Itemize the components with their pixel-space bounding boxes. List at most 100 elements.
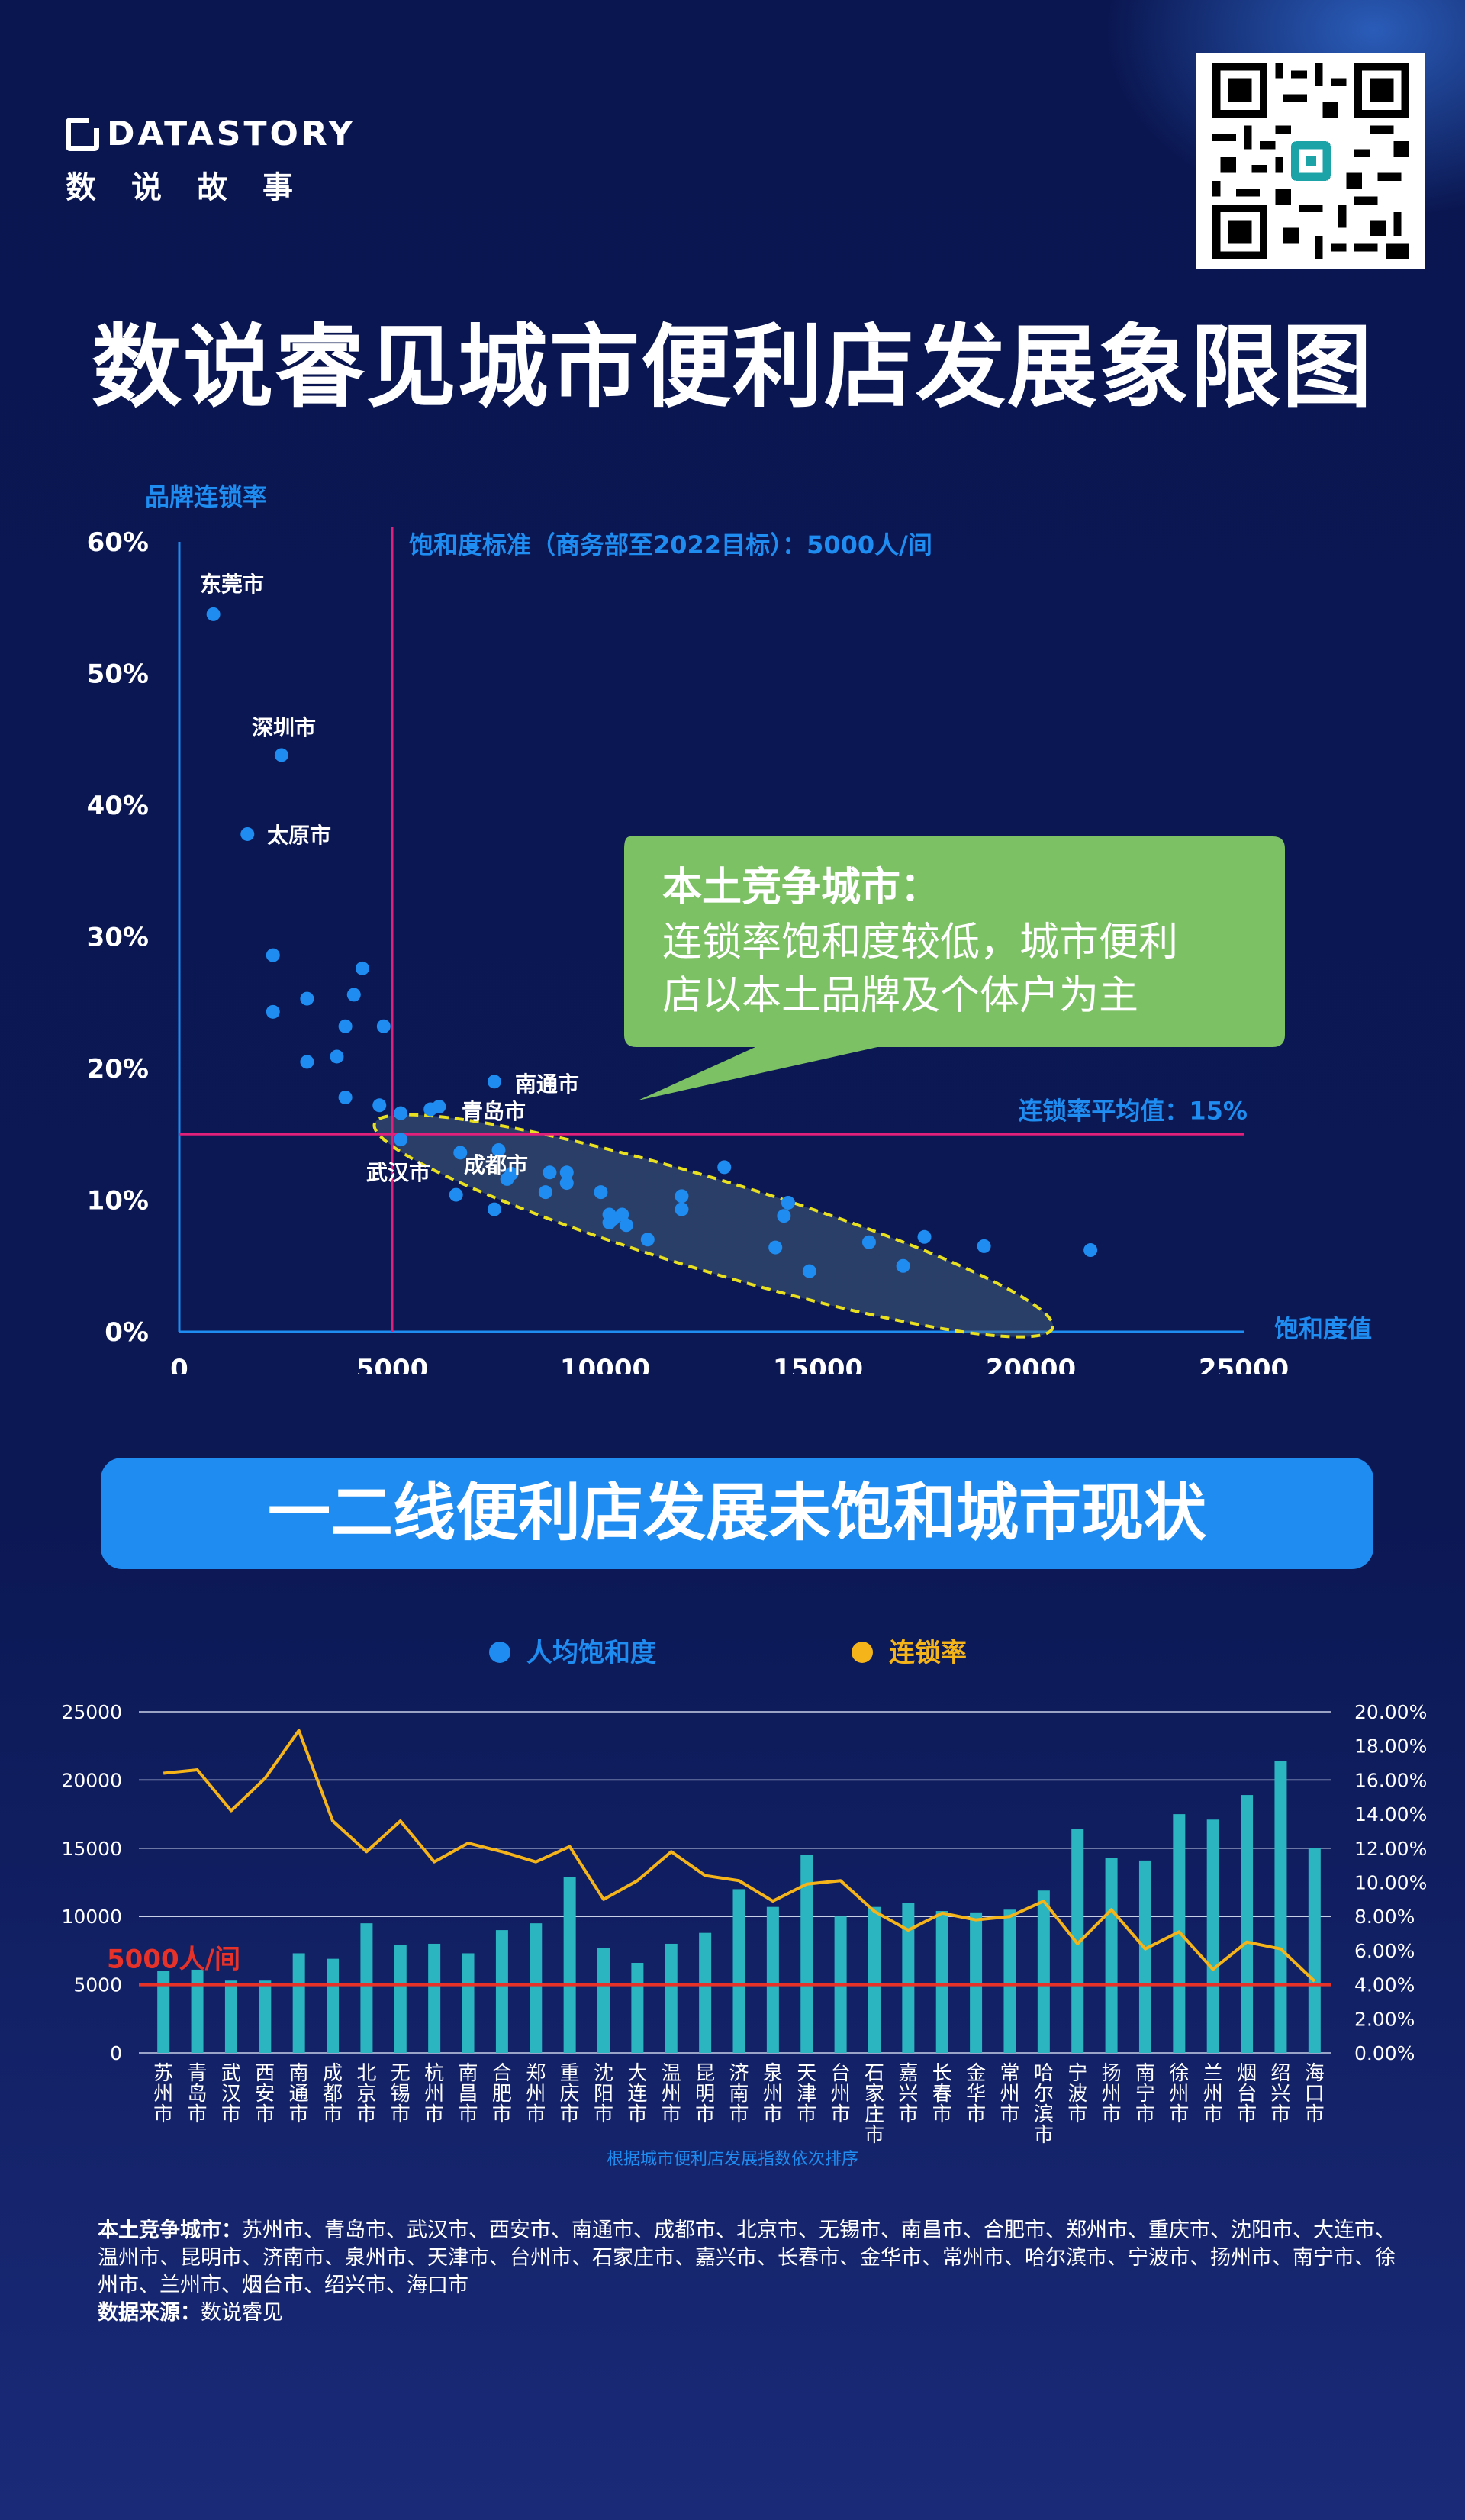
scatter-point <box>240 827 255 841</box>
source-label: 数据来源： <box>98 2301 201 2325</box>
city-axis-label: 南宁市 <box>1135 2062 1155 2126</box>
scatter-point <box>917 1229 932 1244</box>
brand-logo: DATASTORY 数说故事 <box>66 114 356 207</box>
scatter-point <box>487 1075 501 1089</box>
scatter-point <box>777 1209 791 1223</box>
sort-note: 根据城市便利店发展指数依次排序 <box>607 2150 858 2169</box>
city-axis-label: 北京市 <box>356 2062 376 2126</box>
saturation-bar <box>597 1948 610 2053</box>
scatter-point <box>394 1106 408 1120</box>
combo-ytick-left: 25000 <box>61 1701 122 1723</box>
source-text: 数说睿见 <box>201 2301 283 2325</box>
scatter-point <box>338 1090 353 1104</box>
city-axis-label: 台州市 <box>831 2062 851 2126</box>
city-axis-label: 长春市 <box>932 2062 952 2126</box>
city-axis-label: 南通市 <box>289 2062 309 2126</box>
city-axis-label: 金华市 <box>966 2062 986 2126</box>
city-axis-label: 杭州市 <box>424 2062 444 2126</box>
qr-code-icon <box>1196 53 1425 269</box>
scatter-point <box>330 1049 344 1064</box>
saturation-bar <box>732 1889 745 2053</box>
saturation-bar <box>665 1943 678 2053</box>
city-label-nantong: 南通市 <box>515 1071 579 1097</box>
saturation-bar <box>530 1923 543 2053</box>
callout-title: 本土竞争城市： <box>662 865 940 910</box>
scatter-point <box>453 1146 468 1160</box>
city-axis-label: 南昌市 <box>459 2062 478 2126</box>
scatter-ytick: 40% <box>87 791 149 821</box>
scatter-point <box>543 1165 557 1180</box>
saturation-bar <box>462 1953 475 2053</box>
city-axis-label: 青岛市 <box>188 2062 208 2126</box>
saturation-bar <box>292 1953 305 2053</box>
saturation-bar <box>1037 1890 1050 2053</box>
combo-ytick-right: 20.00% <box>1354 1701 1427 1723</box>
city-label-wuhan: 武汉市 <box>366 1160 430 1185</box>
saturation-bar <box>1206 1819 1219 2053</box>
city-axis-label: 合肥市 <box>492 2062 512 2126</box>
combo-ytick-right: 16.00% <box>1354 1769 1427 1791</box>
scatter-xtick: 10000 <box>560 1354 650 1374</box>
callout-bubble: 本土竞争城市： 连锁率饱和度较低，城市便利 店以本土品牌及个体户为主 <box>624 836 1285 1100</box>
combo-ytick-right: 2.00% <box>1354 2008 1415 2030</box>
saturation-bar <box>1003 1909 1016 2053</box>
saturation-bar <box>1308 1848 1321 2053</box>
legend-saturation-label: 人均饱和度 <box>526 1638 656 1668</box>
combo-ytick-left: 0 <box>110 2042 122 2064</box>
city-axis-label: 泉州市 <box>763 2062 783 2126</box>
notes: 本土竞争城市：苏州市、青岛市、武汉市、西安市、南通市、成都市、北京市、无锡市、南… <box>98 2217 1410 2327</box>
scatter-point <box>300 1055 314 1069</box>
city-axis-label: 石家庄市 <box>865 2062 884 2147</box>
scatter-point <box>594 1185 608 1200</box>
scatter-xtick: 25000 <box>1199 1354 1289 1374</box>
saturation-bar <box>1138 1860 1151 2053</box>
scatter-point <box>274 748 288 762</box>
scatter-point <box>432 1100 446 1114</box>
scatter-point <box>491 1142 506 1157</box>
saturation-bar <box>157 1971 170 2053</box>
scatter-point <box>768 1240 783 1255</box>
city-axis-label: 扬州市 <box>1102 2062 1122 2126</box>
legend-chainrate-label: 连锁率 <box>889 1638 967 1668</box>
city-axis-label: 西安市 <box>255 2062 275 2126</box>
scatter-ytick: 0% <box>105 1317 149 1348</box>
saturation-bar <box>191 1969 204 2053</box>
callout-line2: 店以本土品牌及个体户为主 <box>662 973 1138 1019</box>
scatter-point <box>206 607 221 621</box>
scatter-point <box>802 1264 816 1278</box>
city-axis-label: 海口市 <box>1305 2062 1325 2126</box>
threshold-label: 5000人/间 <box>107 1945 240 1975</box>
city-label-taiyuan: 太原市 <box>267 823 331 848</box>
combo-ytick-right: 18.00% <box>1354 1735 1427 1758</box>
scatter-ylabel: 品牌连锁率 <box>145 482 267 511</box>
city-axis-label: 烟台市 <box>1237 2062 1257 2126</box>
brand-subtitle: 数说故事 <box>66 170 328 205</box>
saturation-bar <box>699 1932 712 2053</box>
page-title: 数说睿见城市便利店发展象限图 <box>91 314 1373 420</box>
saturation-bar <box>495 1930 508 2053</box>
saturation-bar <box>902 1903 915 2053</box>
city-axis-label: 绍兴市 <box>1270 2062 1290 2126</box>
saturation-bar <box>868 1906 881 2053</box>
city-axis-label: 昆明市 <box>695 2062 715 2126</box>
chainrate-line <box>163 1729 1316 1983</box>
scatter-xlabel: 饱和度值 <box>1274 1314 1372 1343</box>
saturation-bar <box>800 1855 813 2053</box>
saturation-bar <box>1274 1761 1287 2053</box>
avg-chainrate-label: 连锁率平均值：15% <box>1018 1096 1248 1125</box>
saturation-bar <box>428 1943 441 2053</box>
scatter-point <box>675 1202 689 1216</box>
saturation-standard-label: 饱和度标准（商务部至2022目标）：5000人/间 <box>409 530 932 559</box>
scatter-point <box>449 1187 463 1202</box>
saturation-bar <box>766 1906 779 2053</box>
saturation-bar <box>224 1980 237 2053</box>
combo-ytick-right: 4.00% <box>1354 1974 1415 1996</box>
city-axis-label: 哈尔滨市 <box>1034 2062 1054 2147</box>
city-axis-label: 大连市 <box>627 2062 647 2126</box>
city-label-dongguan: 东莞市 <box>200 572 264 597</box>
city-axis-label: 嘉兴市 <box>898 2062 918 2126</box>
scatter-point <box>338 1019 353 1033</box>
combo-ytick-left: 10000 <box>61 1906 122 1928</box>
scatter-point <box>559 1165 574 1180</box>
